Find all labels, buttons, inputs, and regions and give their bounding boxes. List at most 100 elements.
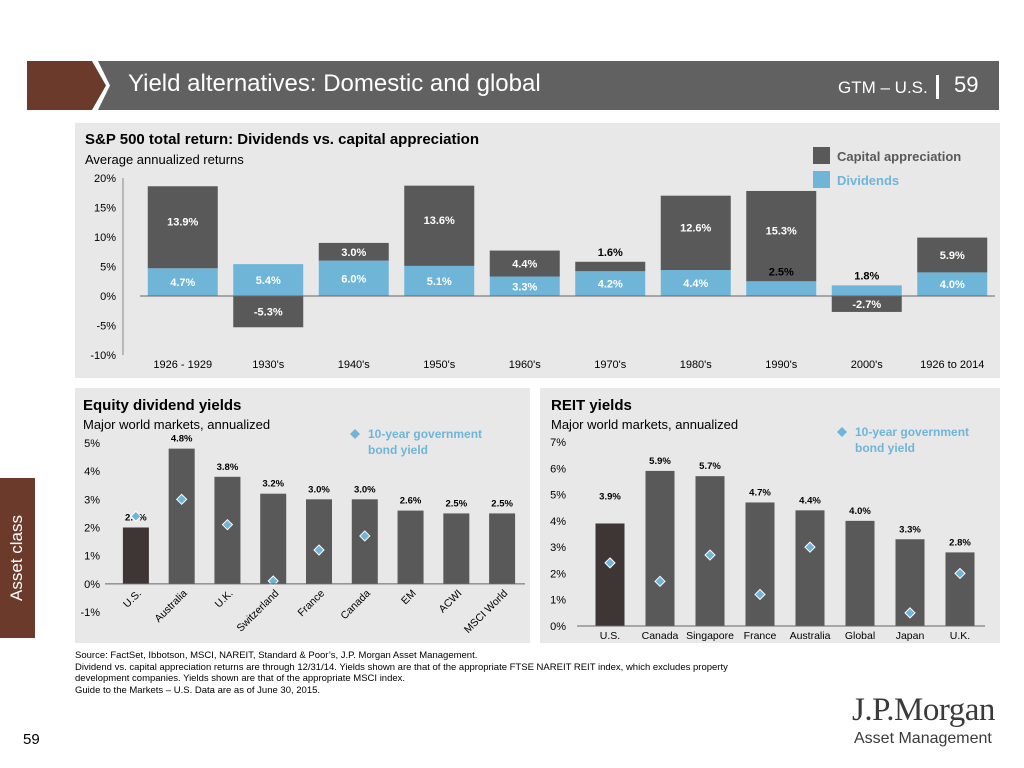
legend-bond-marker [837, 427, 847, 437]
x-tick-label: Singapore [686, 630, 734, 642]
y-tick-label: 6% [550, 463, 566, 475]
capital-value-label: -2.7% [852, 299, 881, 311]
header-separator [936, 75, 939, 99]
sp500-title: S&P 500 total return: Dividends vs. capi… [85, 131, 480, 148]
x-tick-label: 1926 - 1929 [153, 359, 212, 371]
x-tick-label: Australia [152, 587, 189, 624]
bond-yield-marker [704, 549, 716, 561]
source-line: Source: FactSet, Ibbotson, MSCI, NAREIT,… [75, 650, 478, 661]
yield-bar [845, 520, 875, 626]
bond-yield-marker [654, 575, 666, 588]
legend-bond-label: bond yield [855, 441, 915, 455]
jpmorgan-logo: J.P.Morgan Asset Management [838, 692, 1003, 754]
x-tick-label: 1990's [765, 359, 798, 371]
x-tick-label: EM [399, 587, 419, 607]
asset-class-tab [0, 478, 35, 638]
gtm-label: GTM – U.S. [838, 78, 928, 97]
y-tick-label: -10% [90, 350, 116, 362]
y-tick-label: 4% [550, 516, 566, 528]
source-line: development companies. Yields shown are … [75, 673, 406, 684]
yield-bar [260, 493, 287, 584]
capital-value-label: 1.6% [598, 247, 623, 259]
header-brown-block [27, 61, 91, 110]
x-tick-label: U.K. [950, 630, 970, 642]
capital-value-label: 5.9% [940, 250, 965, 262]
capital-bar [147, 186, 218, 269]
dividends-bar [831, 285, 902, 296]
legend-label-capital: Capital appreciation [837, 149, 961, 164]
capital-bar [831, 296, 902, 312]
capital-value-label: 13.9% [167, 217, 198, 229]
legend-bond-label: bond yield [368, 443, 428, 457]
capital-bar [233, 296, 304, 328]
y-tick-label: 0% [84, 579, 100, 591]
y-tick-label: 1% [550, 595, 566, 607]
x-tick-label: France [296, 587, 328, 619]
yield-value-label: 3.2% [262, 479, 284, 490]
y-tick-label: 0% [550, 621, 566, 633]
source-notes: Source: FactSet, Ibbotson, MSCI, NAREIT,… [75, 650, 875, 696]
capital-value-label: 4.4% [512, 259, 537, 271]
y-tick-label: 15% [94, 203, 116, 215]
bond-yield-marker [175, 493, 188, 506]
x-tick-label: U.S. [121, 587, 144, 610]
legend-bond-label: 10-year government [855, 425, 969, 439]
y-tick-label: 5% [84, 438, 100, 450]
capital-bar [746, 190, 817, 282]
x-tick-label: ACWI [437, 587, 465, 615]
x-tick-label: 1980's [680, 359, 713, 371]
yield-bar [443, 513, 470, 584]
sp500-subtitle: Average annualized returns [85, 152, 244, 167]
y-tick-label: 2% [550, 568, 566, 580]
logo-wordmark: J.P.Morgan [852, 692, 995, 728]
yield-value-label: 2.5% [446, 498, 468, 509]
reit-panel: REIT yields Major world markets, annuali… [540, 388, 1000, 643]
x-tick-label: 1930's [252, 359, 285, 371]
bond-yield-marker [130, 510, 142, 522]
page-number: 59 [23, 731, 40, 748]
yield-value-label: 5.9% [649, 456, 671, 467]
yield-bar [306, 499, 332, 584]
dividends-value-label: 4.2% [598, 279, 623, 291]
yield-bar [489, 513, 516, 584]
logo-subtitle: Asset Management [854, 730, 992, 747]
capital-bar [917, 237, 988, 273]
x-tick-label: 1940's [338, 359, 371, 371]
dividends-value-label: 5.4% [256, 275, 281, 287]
bond-yield-marker [804, 541, 816, 553]
yield-value-label: 5.7% [699, 461, 721, 472]
legend-bond-marker [350, 429, 360, 439]
header-bar [91, 61, 999, 110]
yield-bar [945, 552, 975, 626]
dividends-value-label: 6.0% [341, 273, 366, 285]
equity-title: Equity dividend yields [83, 397, 242, 414]
x-tick-label: 2000's [851, 359, 884, 371]
yield-value-label: 4.7% [749, 487, 771, 498]
yield-bar [645, 470, 675, 626]
x-tick-label: U.K. [213, 587, 236, 610]
capital-value-label: 13.6% [424, 215, 455, 227]
x-tick-label: 1970's [594, 359, 627, 371]
yield-value-label: 3.3% [899, 524, 921, 535]
y-tick-label: 3% [550, 542, 566, 554]
source-line: Guide to the Markets – U.S. Data are as … [75, 684, 321, 696]
yield-bar [122, 527, 149, 584]
y-tick-label: 2% [84, 523, 100, 535]
y-tick-label: 4% [84, 466, 100, 478]
legend-swatch-dividends [813, 171, 830, 188]
dividends-value-label: 4.0% [940, 279, 965, 291]
dividends-bar [575, 271, 646, 296]
dividends-value-label: 5.1% [427, 276, 452, 288]
legend-label-dividends: Dividends [837, 173, 899, 188]
y-tick-label: -5% [96, 321, 116, 333]
bond-yield-marker [313, 544, 325, 556]
yield-value-label: 2.8% [949, 537, 971, 548]
x-tick-label: Global [845, 630, 875, 642]
equity-subtitle: Major world markets, annualized [83, 417, 271, 432]
capital-value-label: 15.3% [766, 225, 797, 237]
yield-value-label: 3.0% [354, 484, 376, 495]
yield-bar [795, 510, 825, 626]
y-tick-label: 5% [100, 262, 116, 274]
dividends-bar [489, 276, 560, 296]
legend-bond-label: 10-year government [368, 427, 482, 441]
